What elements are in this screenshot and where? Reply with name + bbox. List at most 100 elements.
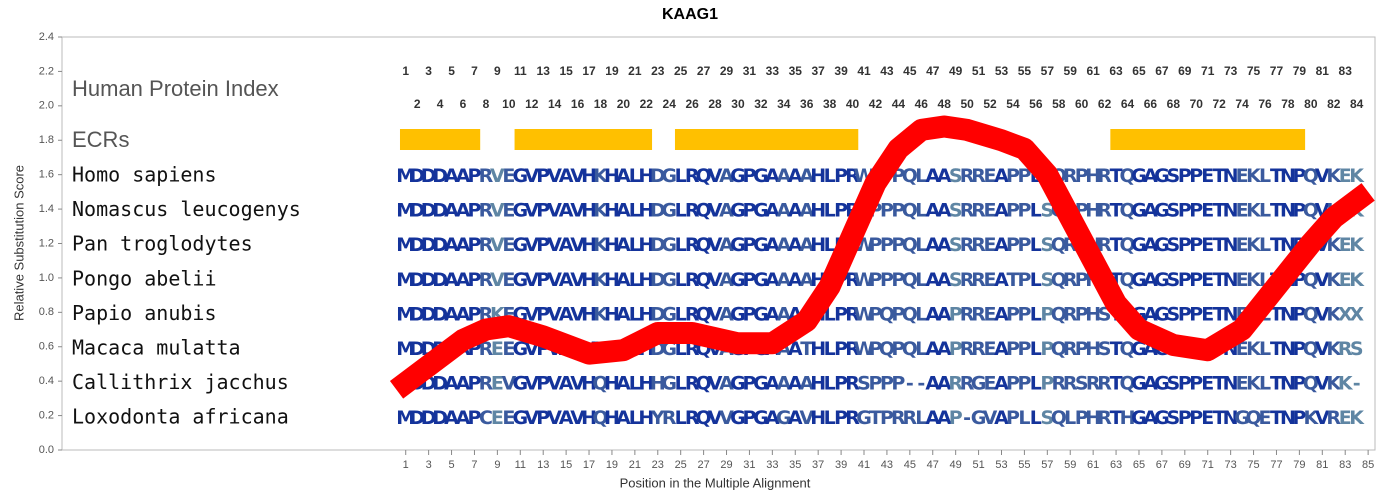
x-tick-label: 37 bbox=[812, 459, 824, 471]
index-number: 34 bbox=[777, 97, 791, 111]
index-number: 31 bbox=[743, 64, 757, 78]
index-number: 46 bbox=[915, 97, 929, 111]
species-name: Callithrix jacchus bbox=[72, 370, 289, 394]
x-tick-label: 31 bbox=[743, 459, 755, 471]
index-number: 11 bbox=[514, 64, 527, 78]
index-number: 81 bbox=[1316, 64, 1330, 78]
species-name: Papio anubis bbox=[72, 301, 217, 325]
index-number: 25 bbox=[674, 64, 688, 78]
index-number: 10 bbox=[502, 97, 516, 111]
x-tick-label: 43 bbox=[881, 459, 893, 471]
x-tick-label: 13 bbox=[537, 459, 549, 471]
index-number: 52 bbox=[983, 97, 997, 111]
index-number: 77 bbox=[1270, 64, 1284, 78]
species-name: Pan troglodytes bbox=[72, 232, 253, 256]
index-number: 51 bbox=[972, 64, 986, 78]
index-number: 4 bbox=[437, 97, 444, 111]
index-number: 21 bbox=[628, 64, 642, 78]
y-tick-label: 2.0 bbox=[39, 100, 54, 112]
index-number: 58 bbox=[1052, 97, 1066, 111]
index-number: 82 bbox=[1327, 97, 1341, 111]
y-tick-label: 2.4 bbox=[39, 31, 54, 43]
sequence: MDDDAAPRVEGVPVAVHKHALHDGLRQVAGPGAAAAHLPR… bbox=[396, 234, 1365, 256]
species-name: Macaca mulatta bbox=[72, 336, 241, 360]
index-number: 72 bbox=[1213, 97, 1227, 111]
x-tick-label: 49 bbox=[950, 459, 962, 471]
species-name: Pongo abelii bbox=[72, 266, 217, 290]
index-number: 13 bbox=[537, 64, 551, 78]
index-number: 23 bbox=[651, 64, 665, 78]
index-number: 55 bbox=[1018, 64, 1032, 78]
index-number: 66 bbox=[1144, 97, 1158, 111]
index-number: 36 bbox=[800, 97, 814, 111]
y-tick-label: 1.0 bbox=[39, 272, 54, 284]
index-number: 50 bbox=[960, 97, 974, 111]
sequence: MDDDAAPCEEGVPVAVHQHALHYRLRQVVGPGAGAVHLPR… bbox=[396, 407, 1365, 429]
y-tick-label: 2.2 bbox=[39, 65, 54, 77]
x-tick-label: 53 bbox=[995, 459, 1007, 471]
y-tick-label: 0.6 bbox=[39, 341, 54, 353]
index-number: 22 bbox=[640, 97, 654, 111]
x-tick-label: 25 bbox=[675, 459, 687, 471]
index-number: 12 bbox=[525, 97, 539, 111]
ecr-label: ECRs bbox=[72, 127, 129, 152]
x-tick-label: 7 bbox=[471, 459, 477, 471]
x-tick-label: 71 bbox=[1202, 459, 1214, 471]
y-tick-label: 0.2 bbox=[39, 409, 54, 421]
x-tick-label: 5 bbox=[448, 459, 454, 471]
index-number: 1 bbox=[402, 64, 409, 78]
x-tick-label: 9 bbox=[494, 459, 500, 471]
index-number: 9 bbox=[494, 64, 501, 78]
index-number: 19 bbox=[605, 64, 619, 78]
y-axis-label: Relative Substitution Score bbox=[11, 165, 26, 321]
index-number: 40 bbox=[846, 97, 860, 111]
index-number: 14 bbox=[548, 97, 562, 111]
index-number: 64 bbox=[1121, 97, 1135, 111]
y-tick-label: 0.4 bbox=[39, 375, 54, 387]
index-number: 74 bbox=[1235, 97, 1249, 111]
x-tick-label: 23 bbox=[652, 459, 664, 471]
x-tick-label: 45 bbox=[904, 459, 916, 471]
x-tick-label: 81 bbox=[1316, 459, 1328, 471]
x-tick-label: 39 bbox=[835, 459, 847, 471]
index-number: 75 bbox=[1247, 64, 1261, 78]
index-number: 7 bbox=[471, 64, 478, 78]
index-number: 80 bbox=[1304, 97, 1318, 111]
y-tick-label: 0.8 bbox=[39, 306, 54, 318]
index-number: 63 bbox=[1109, 64, 1123, 78]
x-tick-label: 85 bbox=[1362, 459, 1374, 471]
sequence: MDDDAAPRVEGVPVAVHKHALHDGLRQVAGPGAAAAHLPR… bbox=[396, 165, 1365, 187]
index-number: 48 bbox=[938, 97, 952, 111]
x-tick-label: 3 bbox=[426, 459, 432, 471]
index-number: 57 bbox=[1041, 64, 1055, 78]
y-tick-label: 1.4 bbox=[39, 203, 54, 215]
index-number: 2 bbox=[414, 97, 421, 111]
sequence: MDDDAAPRKEGVPVAVHKHALHDGLRQVAGPGAAAAHLPR… bbox=[396, 303, 1364, 325]
x-tick-label: 15 bbox=[560, 459, 572, 471]
sequence: MDDDAAPRVEGVPVAVHKHALHDGLRQVAGPGAAAAHLPR… bbox=[396, 199, 1365, 221]
x-tick-label: 11 bbox=[515, 459, 526, 471]
x-tick-label: 55 bbox=[1018, 459, 1030, 471]
ecr-bar bbox=[514, 129, 653, 150]
index-number: 15 bbox=[559, 64, 573, 78]
index-number: 65 bbox=[1132, 64, 1146, 78]
index-number: 8 bbox=[483, 97, 490, 111]
score-line bbox=[389, 115, 1375, 399]
index-number: 32 bbox=[754, 97, 768, 111]
index-number: 6 bbox=[460, 97, 467, 111]
index-number: 35 bbox=[789, 64, 803, 78]
index-number: 44 bbox=[892, 97, 906, 111]
index-number: 60 bbox=[1075, 97, 1089, 111]
x-tick-label: 29 bbox=[720, 459, 732, 471]
index-number: 78 bbox=[1281, 97, 1295, 111]
x-tick-label: 83 bbox=[1339, 459, 1351, 471]
index-number: 53 bbox=[995, 64, 1009, 78]
index-number: 41 bbox=[857, 64, 871, 78]
x-tick-label: 67 bbox=[1156, 459, 1168, 471]
y-tick-label: 0.0 bbox=[39, 444, 54, 456]
x-tick-label: 65 bbox=[1133, 459, 1145, 471]
x-tick-label: 51 bbox=[972, 459, 984, 471]
sequence: MDDDAAPRVEGVPVAVHKHALHDGLRQVAGPGAAAAHLPR… bbox=[396, 268, 1365, 290]
index-number: 47 bbox=[926, 64, 940, 78]
